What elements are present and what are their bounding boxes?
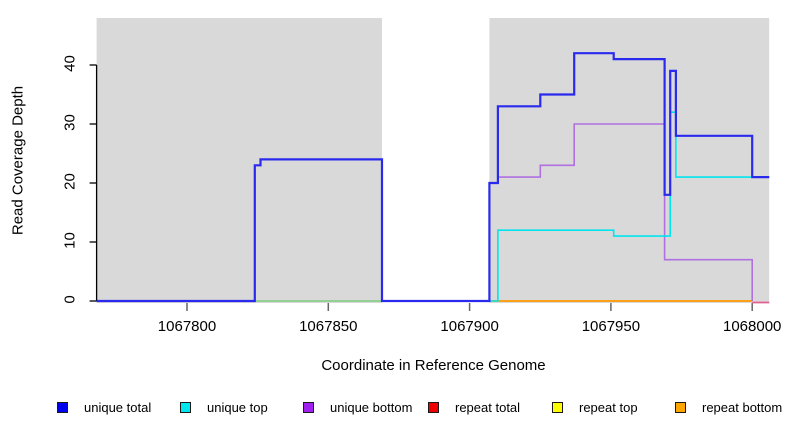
legend-label: unique bottom [330,399,413,415]
no-data-band [381,17,490,303]
x-tick-label: 1067850 [299,318,358,335]
y-tick-label: 40 [61,55,79,72]
legend-swatch-icon [428,401,439,413]
legend-swatch-icon [180,401,191,413]
y-axis [89,64,98,302]
legend-swatch-icon [57,401,68,413]
legend-label: repeat top [579,399,638,415]
legend-item: repeat total [428,394,520,420]
x-tick-label: 1067950 [581,318,641,335]
x-tick-label: 1067800 [157,318,217,335]
legend-label: repeat total [455,399,521,415]
legend-item: unique bottom [303,394,412,420]
series-unique-top [489,111,770,302]
legend-label: unique top [207,399,268,415]
y-tick-label: 10 [61,232,79,249]
legend-label: repeat bottom [702,399,783,415]
series-unique-total [96,52,770,303]
chart-legend: unique total unique top unique bottom repea… [0,394,792,420]
legend-swatch-icon [552,401,563,413]
legend-swatch-icon [675,401,686,413]
legend-swatch-icon [303,401,314,413]
legend-item: repeat top [552,394,638,420]
legend-item: repeat bottom [675,394,782,420]
y-tick-label: 30 [61,114,79,131]
x-axis-label: Coordinate in Reference Genome [321,357,546,374]
x-axis [186,303,753,311]
legend-item: unique top [180,394,268,420]
legend-label: unique total [84,399,152,415]
y-axis-label: Read Coverage Depth [9,85,27,236]
x-tick-label: 1067900 [440,318,499,335]
legend-item: unique total [57,394,151,420]
y-tick-label: 0 [61,295,79,304]
x-tick-label: 1068000 [722,318,782,335]
y-tick-label: 20 [61,173,79,190]
